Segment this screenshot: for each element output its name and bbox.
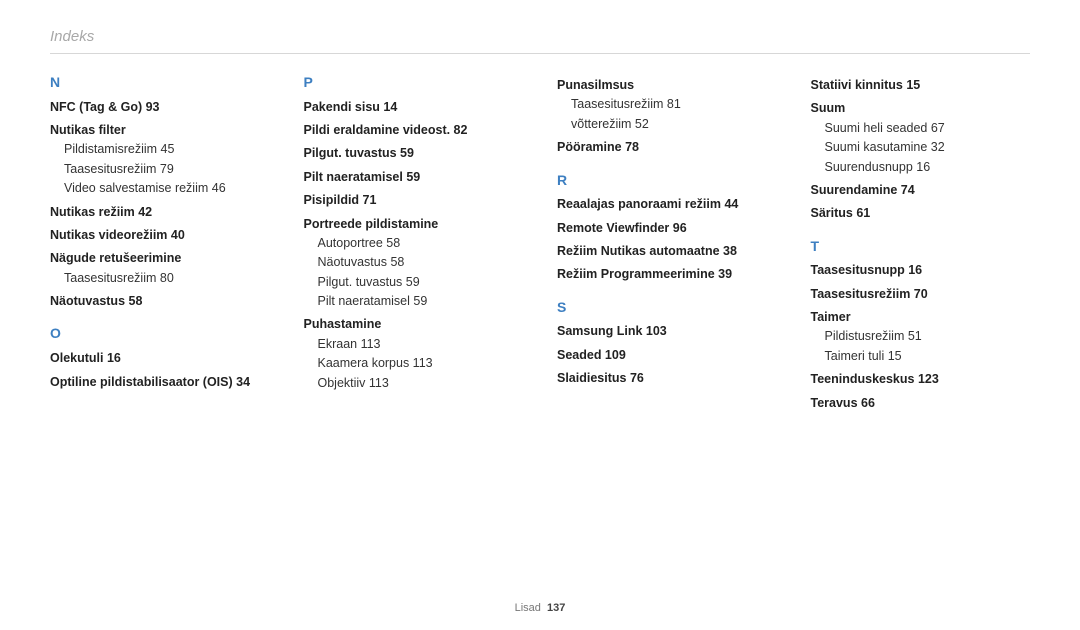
index-subentry[interactable]: Taasesitusrežiim 81 <box>571 95 777 114</box>
index-entry[interactable]: Taasesitusrežiim 70 <box>811 285 1031 304</box>
page: Indeks NNFC (Tag & Go) 93Nutikas filterP… <box>0 0 1080 630</box>
index-entry[interactable]: Reaalajas panoraami režiim 44 <box>557 195 777 214</box>
index-entry[interactable]: Pakendi sisu 14 <box>304 98 524 117</box>
index-subentry[interactable]: võtterežiim 52 <box>571 115 777 134</box>
index-subentry[interactable]: Ekraan 113 <box>318 335 524 354</box>
section-letter[interactable]: R <box>557 170 777 192</box>
index-entry[interactable]: Suurendamine 74 <box>811 181 1031 200</box>
header-rule <box>50 53 1030 54</box>
index-entry[interactable]: Teravus 66 <box>811 394 1031 413</box>
index-subentry[interactable]: Näotuvastus 58 <box>318 253 524 272</box>
section-letter[interactable]: O <box>50 323 270 345</box>
index-subentry[interactable]: Pildistusrežiim 51 <box>825 327 1031 346</box>
index-subentry[interactable]: Objektiiv 113 <box>318 374 524 393</box>
index-entry[interactable]: Nutikas režiim 42 <box>50 203 270 222</box>
index-entry[interactable]: Portreede pildistamine <box>304 215 524 234</box>
index-subentry[interactable]: Pilgut. tuvastus 59 <box>318 273 524 292</box>
index-entry[interactable]: Pisipildid 71 <box>304 191 524 210</box>
index-subentry[interactable]: Suurendusnupp 16 <box>825 158 1031 177</box>
index-subentry[interactable]: Kaamera korpus 113 <box>318 354 524 373</box>
index-entry[interactable]: Remote Viewfinder 96 <box>557 219 777 238</box>
index-column: P Pakendi sisu 14 Pildi eraldamine videost… <box>304 72 524 413</box>
index-entry[interactable]: Statiivi kinnitus 15 <box>811 76 1031 95</box>
section-letter[interactable]: N <box>50 72 270 94</box>
index-column: Statiivi kinnitus 15 SuumSuumi heli seade… <box>811 72 1031 413</box>
index-subentry[interactable]: Suumi kasutamine 32 <box>825 138 1031 157</box>
page-header: Indeks <box>50 28 1030 45</box>
page-footer: Lisad 137 <box>50 602 1030 614</box>
index-entry[interactable]: Režiim Programmeerimine 39 <box>557 265 777 284</box>
index-subentry[interactable]: Pilt naeratamisel 59 <box>318 292 524 311</box>
index-entry[interactable]: Optiline pildistabilisaator (OIS) 34 <box>50 373 270 392</box>
index-entry[interactable]: Nutikas videorežiim 40 <box>50 226 270 245</box>
section-letter[interactable]: P <box>304 72 524 94</box>
index-entry[interactable]: Säritus 61 <box>811 204 1031 223</box>
index-column: PunasilmsusTaasesitusrežiim 81võtterežii… <box>557 72 777 413</box>
index-entry[interactable]: Nägude retušeerimine <box>50 249 270 268</box>
index-subentry[interactable]: Pildistamisrežiim 45 <box>64 140 270 159</box>
index-entry[interactable]: Punasilmsus <box>557 76 777 95</box>
index-entry[interactable]: Taimer <box>811 308 1031 327</box>
section-letter[interactable]: S <box>557 297 777 319</box>
index-entry[interactable]: Teeninduskeskus 123 <box>811 370 1031 389</box>
section-letter[interactable]: T <box>811 236 1031 258</box>
index-entry[interactable]: Näotuvastus 58 <box>50 292 270 311</box>
index-subentry[interactable]: Taasesitusrežiim 80 <box>64 269 270 288</box>
index-entry[interactable]: Puhastamine <box>304 315 524 334</box>
index-entry[interactable]: Nutikas filter <box>50 121 270 140</box>
index-subentry[interactable]: Autoportree 58 <box>318 234 524 253</box>
footer-label: Lisad <box>515 602 541 614</box>
index-column: N NFC (Tag & Go) 93 Nutikas filterPildista… <box>50 72 270 413</box>
index-entry[interactable]: Olekutuli 16 <box>50 349 270 368</box>
index-entry[interactable]: Režiim Nutikas automaatne 38 <box>557 242 777 261</box>
index-entry[interactable]: Taasesitusnupp 16 <box>811 261 1031 280</box>
index-columns: N NFC (Tag & Go) 93 Nutikas filterPildista… <box>50 72 1030 413</box>
index-subentry[interactable]: Video salvestamise režiim 46 <box>64 179 270 198</box>
index-entry[interactable]: Suum <box>811 99 1031 118</box>
index-subentry[interactable]: Taimeri tuli 15 <box>825 347 1031 366</box>
index-entry[interactable]: NFC (Tag & Go) 93 <box>50 98 270 117</box>
index-entry[interactable]: Samsung Link 103 <box>557 322 777 341</box>
index-entry[interactable]: Seaded 109 <box>557 346 777 365</box>
index-entry[interactable]: Pööramine 78 <box>557 138 777 157</box>
index-entry[interactable]: Pildi eraldamine videost. 82 <box>304 121 524 140</box>
index-entry[interactable]: Pilgut. tuvastus 59 <box>304 144 524 163</box>
index-subentry[interactable]: Taasesitusrežiim 79 <box>64 160 270 179</box>
index-entry[interactable]: Pilt naeratamisel 59 <box>304 168 524 187</box>
page-number: 137 <box>547 602 565 614</box>
index-subentry[interactable]: Suumi heli seaded 67 <box>825 119 1031 138</box>
index-entry[interactable]: Slaidiesitus 76 <box>557 369 777 388</box>
